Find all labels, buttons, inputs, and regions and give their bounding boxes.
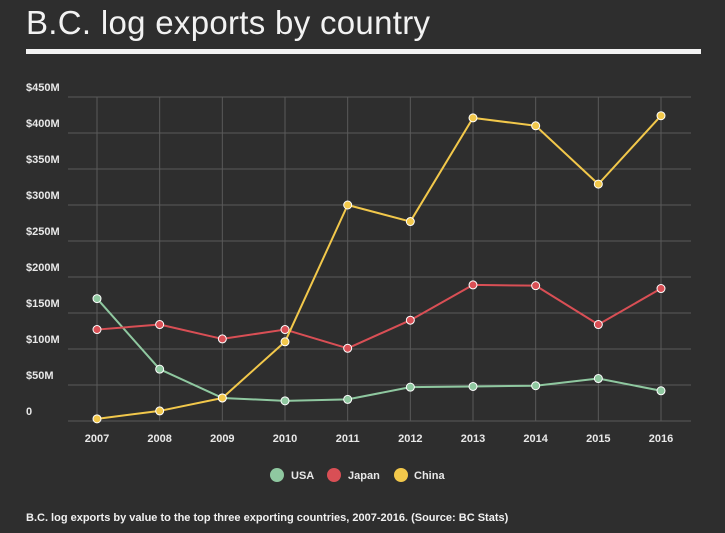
x-tick-label: 2014 bbox=[523, 433, 548, 445]
data-point-japan bbox=[531, 281, 541, 291]
x-tick-label: 2013 bbox=[461, 433, 485, 445]
y-tick-label: $50M bbox=[26, 370, 54, 382]
title-underline bbox=[26, 49, 701, 54]
data-point-usa bbox=[280, 396, 290, 406]
legend-item-usa: USA bbox=[270, 468, 314, 482]
y-axis-ticks: 0 $50M $100M $150M $200M $250M $300M $350M $400M… bbox=[26, 82, 60, 418]
data-point-china bbox=[468, 113, 478, 123]
legend-swatch bbox=[394, 468, 408, 482]
data-point-china bbox=[593, 179, 603, 189]
data-point-japan bbox=[405, 315, 415, 325]
series-line-usa bbox=[96, 297, 662, 402]
y-tick-label: $200M bbox=[26, 262, 60, 274]
y-tick-label: $300M bbox=[26, 190, 60, 202]
data-point-japan bbox=[343, 343, 353, 353]
data-point-japan bbox=[155, 320, 165, 330]
data-point-usa bbox=[656, 386, 666, 396]
y-tick-label: $450M bbox=[26, 82, 60, 94]
y-tick-label: $250M bbox=[26, 226, 60, 238]
legend-item-china: China bbox=[394, 468, 445, 482]
data-point-usa bbox=[343, 394, 353, 404]
series bbox=[92, 111, 666, 424]
data-point-japan bbox=[593, 320, 603, 330]
x-tick-label: 2016 bbox=[649, 433, 673, 445]
x-axis-ticks: 2007 2008 2009 2010 2011 2012 2013 2014 2015 2016 bbox=[85, 433, 673, 445]
x-tick-label: 2010 bbox=[273, 433, 297, 445]
x-tick-label: 2009 bbox=[210, 433, 234, 445]
data-point-japan bbox=[656, 284, 666, 294]
y-tick-label: $350M bbox=[26, 154, 60, 166]
data-point-japan bbox=[92, 325, 102, 335]
grid bbox=[68, 96, 691, 422]
series-line-china bbox=[96, 115, 662, 420]
data-point-china bbox=[343, 200, 353, 210]
x-tick-label: 2007 bbox=[85, 433, 109, 445]
legend: USA Japan China bbox=[270, 468, 445, 482]
data-point-china bbox=[656, 111, 666, 121]
data-point-china bbox=[531, 121, 541, 131]
page-title: B.C. log exports by country bbox=[26, 4, 431, 41]
legend-swatch bbox=[327, 468, 341, 482]
y-tick-label: $150M bbox=[26, 298, 60, 310]
data-point-china bbox=[280, 337, 290, 347]
y-tick-label: $100M bbox=[26, 334, 60, 346]
data-point-japan bbox=[280, 325, 290, 335]
x-tick-label: 2008 bbox=[147, 433, 171, 445]
series-china bbox=[92, 111, 666, 424]
chart-caption: B.C. log exports by value to the top thr… bbox=[26, 512, 509, 524]
data-point-usa bbox=[531, 381, 541, 391]
y-tick-label: 0 bbox=[26, 406, 32, 418]
x-tick-label: 2015 bbox=[586, 433, 610, 445]
x-tick-label: 2011 bbox=[336, 433, 360, 445]
legend-item-japan: Japan bbox=[327, 468, 380, 482]
data-point-usa bbox=[593, 374, 603, 384]
data-point-china bbox=[405, 217, 415, 227]
data-point-japan bbox=[468, 280, 478, 290]
legend-label: USA bbox=[291, 470, 314, 482]
data-point-japan bbox=[217, 334, 227, 344]
legend-label: China bbox=[414, 470, 445, 482]
series-line-japan bbox=[96, 283, 662, 350]
data-point-china bbox=[92, 414, 102, 424]
data-point-china bbox=[217, 393, 227, 403]
data-point-usa bbox=[405, 382, 415, 392]
legend-label: Japan bbox=[348, 470, 380, 482]
data-point-usa bbox=[468, 381, 478, 391]
legend-swatch bbox=[270, 468, 284, 482]
series-usa bbox=[92, 294, 666, 406]
data-point-china bbox=[155, 406, 165, 416]
data-point-usa bbox=[155, 364, 165, 374]
data-point-usa bbox=[92, 294, 102, 304]
series-japan bbox=[92, 280, 666, 353]
x-tick-label: 2012 bbox=[398, 433, 422, 445]
y-tick-label: $400M bbox=[26, 118, 60, 130]
